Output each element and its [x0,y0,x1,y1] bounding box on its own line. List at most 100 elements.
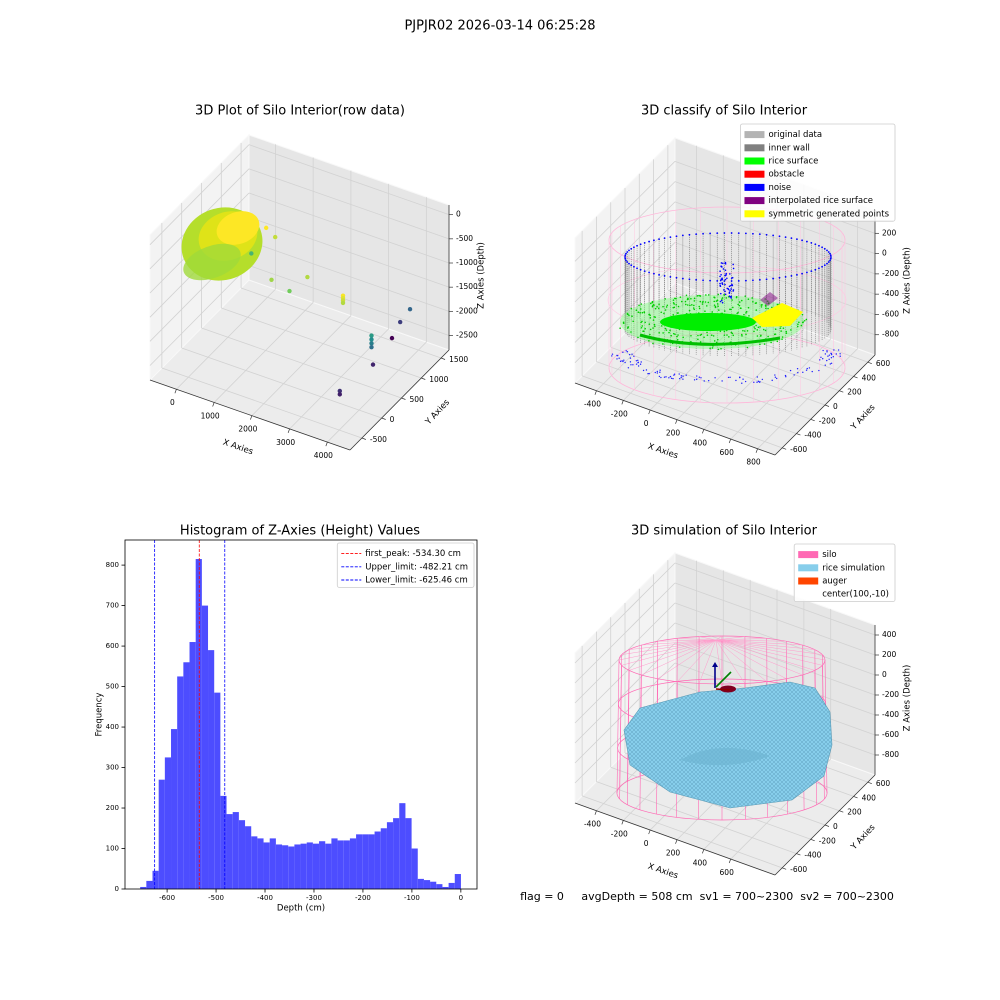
rice-dot [698,294,700,297]
bar [275,844,283,889]
noise-dot [830,362,833,364]
x-tick-label: -200 [611,829,628,838]
bar [288,846,295,889]
bar [380,828,387,889]
noise-dot [719,282,721,285]
rice-dot [672,306,675,309]
grid-line [582,795,783,869]
rice-dot [755,302,758,304]
rice-dot [699,300,702,303]
rice-dot [642,330,645,332]
rice-dot [619,327,621,330]
rice-dot [640,326,643,329]
rice-dot [770,341,772,344]
z-tick-label: -200 [882,269,899,278]
bar [220,795,227,889]
noise-dot [623,359,625,361]
noise-dot [830,256,832,258]
rice-dot [699,341,702,343]
noise-dot [758,278,761,281]
noise-dot [619,360,622,363]
grid-line [574,181,676,282]
rice-dot [688,309,691,312]
grid-line [610,346,811,420]
y-tick [867,781,872,784]
noise-dot [622,351,624,353]
y-tick-label: 500 [409,395,424,404]
noise-dot [802,371,804,374]
noise-dot [656,370,658,373]
noise-dot [829,252,831,255]
rice-core [660,313,756,331]
x-tick-label: 200 [666,849,681,858]
noise-dot [820,356,822,358]
noise-dot [752,279,754,282]
z-tick-label: -1500 [456,282,478,291]
grid-line [674,242,876,315]
silo-wire [677,639,717,682]
grid-line [248,216,450,288]
bar [386,822,394,889]
y-tick-label: -600 [790,445,807,454]
grid-line [574,582,676,684]
rice-dot [747,306,750,309]
x-tick [702,429,705,434]
y-tick-label: 400 [106,723,119,731]
grid-line [181,347,382,419]
rice-dot [696,295,699,297]
y-tick-label: -400 [804,431,821,440]
grid-line [674,602,876,676]
rice-dot [637,336,639,339]
rice-dot [693,300,696,302]
noise-dot [832,355,835,358]
noise-dot [663,275,666,277]
noise-dot [810,241,813,244]
noise-dot [716,279,719,282]
x-tick [621,820,624,825]
legend-label: noise [768,183,791,193]
rice-dot [637,311,640,314]
rice-dot [747,298,750,300]
x-tick [594,390,597,395]
x-tick [675,839,678,844]
noise-dot [618,357,620,359]
rice-dot [780,330,782,332]
z-tick-label: -800 [882,330,899,339]
noise-dot [828,358,830,360]
rice-dot [679,296,682,298]
rice-dot [665,329,668,331]
bar [257,838,264,889]
noise-dot [714,377,716,379]
rice-dot [644,321,646,324]
grid-line [596,781,797,854]
rice-dot [771,306,773,309]
y-tick-label: 100 [106,845,119,853]
y-tick-label: 1000 [429,375,448,384]
rice-dot [729,308,731,311]
bar [430,881,437,889]
noise-dot [725,272,728,275]
noise-dot [778,276,781,279]
noise-dot [719,285,722,288]
noise-dot [659,369,661,371]
rice-dot [664,298,667,300]
noise-dot [721,283,724,286]
rice-dot [689,304,691,307]
noise-dot [617,354,619,357]
rice-dot [690,334,692,337]
noise-dot [685,374,687,376]
grid-line [327,341,427,443]
rice-dot [762,328,765,331]
bar [393,818,400,889]
bar [405,818,412,889]
rice-dot [736,312,738,315]
y-tick [824,824,830,827]
legend-swatch [744,157,765,165]
legend-swatch [798,577,819,585]
noise-dot [625,259,627,262]
x-tick [728,438,732,444]
legend-label: first_peak: -534.30 cm [365,549,461,559]
noise-dot [753,381,755,383]
rice-dot [682,336,684,339]
noise-dot [643,270,646,273]
